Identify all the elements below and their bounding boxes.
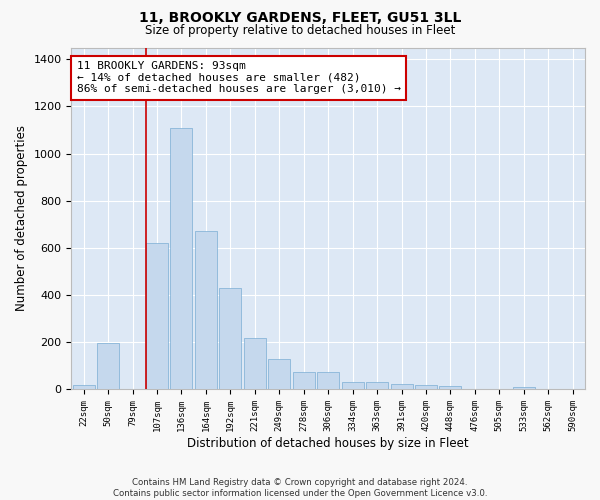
Text: Size of property relative to detached houses in Fleet: Size of property relative to detached ho… (145, 24, 455, 37)
Bar (341, 382, 364, 390)
Bar (439, 386, 461, 390)
Bar (317, 372, 339, 390)
Bar (220, 288, 241, 390)
Bar (73, 385, 95, 390)
Bar (146, 243, 168, 390)
Text: 11, BROOKLY GARDENS, FLEET, GU51 3LL: 11, BROOKLY GARDENS, FLEET, GU51 3LL (139, 11, 461, 25)
Bar (391, 384, 413, 390)
Bar (366, 382, 388, 390)
X-axis label: Distribution of detached houses by size in Fleet: Distribution of detached houses by size … (187, 437, 469, 450)
Bar (244, 338, 266, 390)
Bar (415, 385, 437, 390)
Y-axis label: Number of detached properties: Number of detached properties (15, 126, 28, 312)
Text: 11 BROOKLY GARDENS: 93sqm
← 14% of detached houses are smaller (482)
86% of semi: 11 BROOKLY GARDENS: 93sqm ← 14% of detac… (77, 61, 401, 94)
Bar (97, 344, 119, 390)
Text: Contains HM Land Registry data © Crown copyright and database right 2024.
Contai: Contains HM Land Registry data © Crown c… (113, 478, 487, 498)
Bar (293, 372, 315, 390)
Bar (195, 232, 217, 390)
Bar (170, 128, 193, 390)
Bar (268, 359, 290, 390)
Bar (513, 387, 535, 390)
